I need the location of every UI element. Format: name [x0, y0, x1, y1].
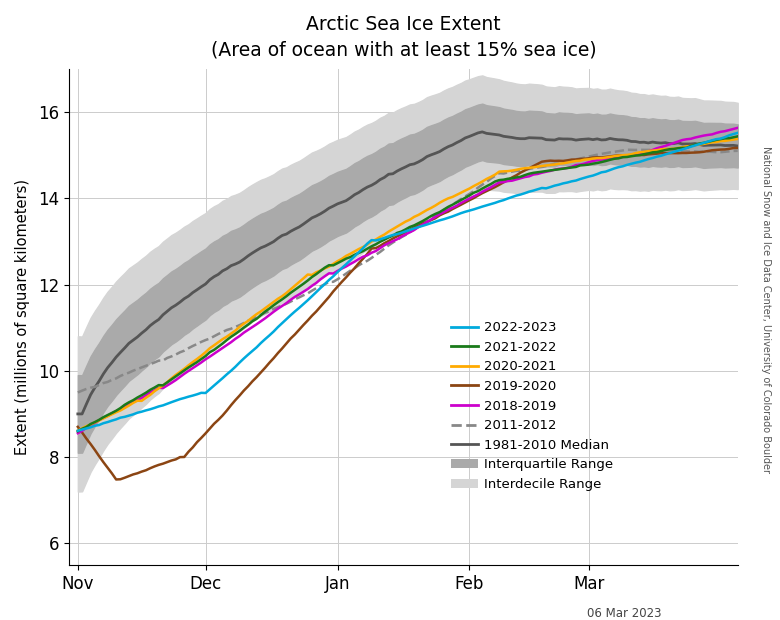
Text: 06 Mar 2023: 06 Mar 2023	[587, 607, 661, 620]
Legend: 2022-2023, 2021-2022, 2020-2021, 2019-2020, 2018-2019, 2011-2012, 1981-2010 Medi: 2022-2023, 2021-2022, 2020-2021, 2019-20…	[448, 317, 618, 495]
Title: Arctic Sea Ice Extent
(Area of ocean with at least 15% sea ice): Arctic Sea Ice Extent (Area of ocean wit…	[211, 15, 597, 59]
Y-axis label: Extent (millions of square kilometers): Extent (millions of square kilometers)	[15, 179, 30, 455]
Text: National Snow and Ice Data Center, University of Colorado Boulder: National Snow and Ice Data Center, Unive…	[760, 146, 771, 474]
